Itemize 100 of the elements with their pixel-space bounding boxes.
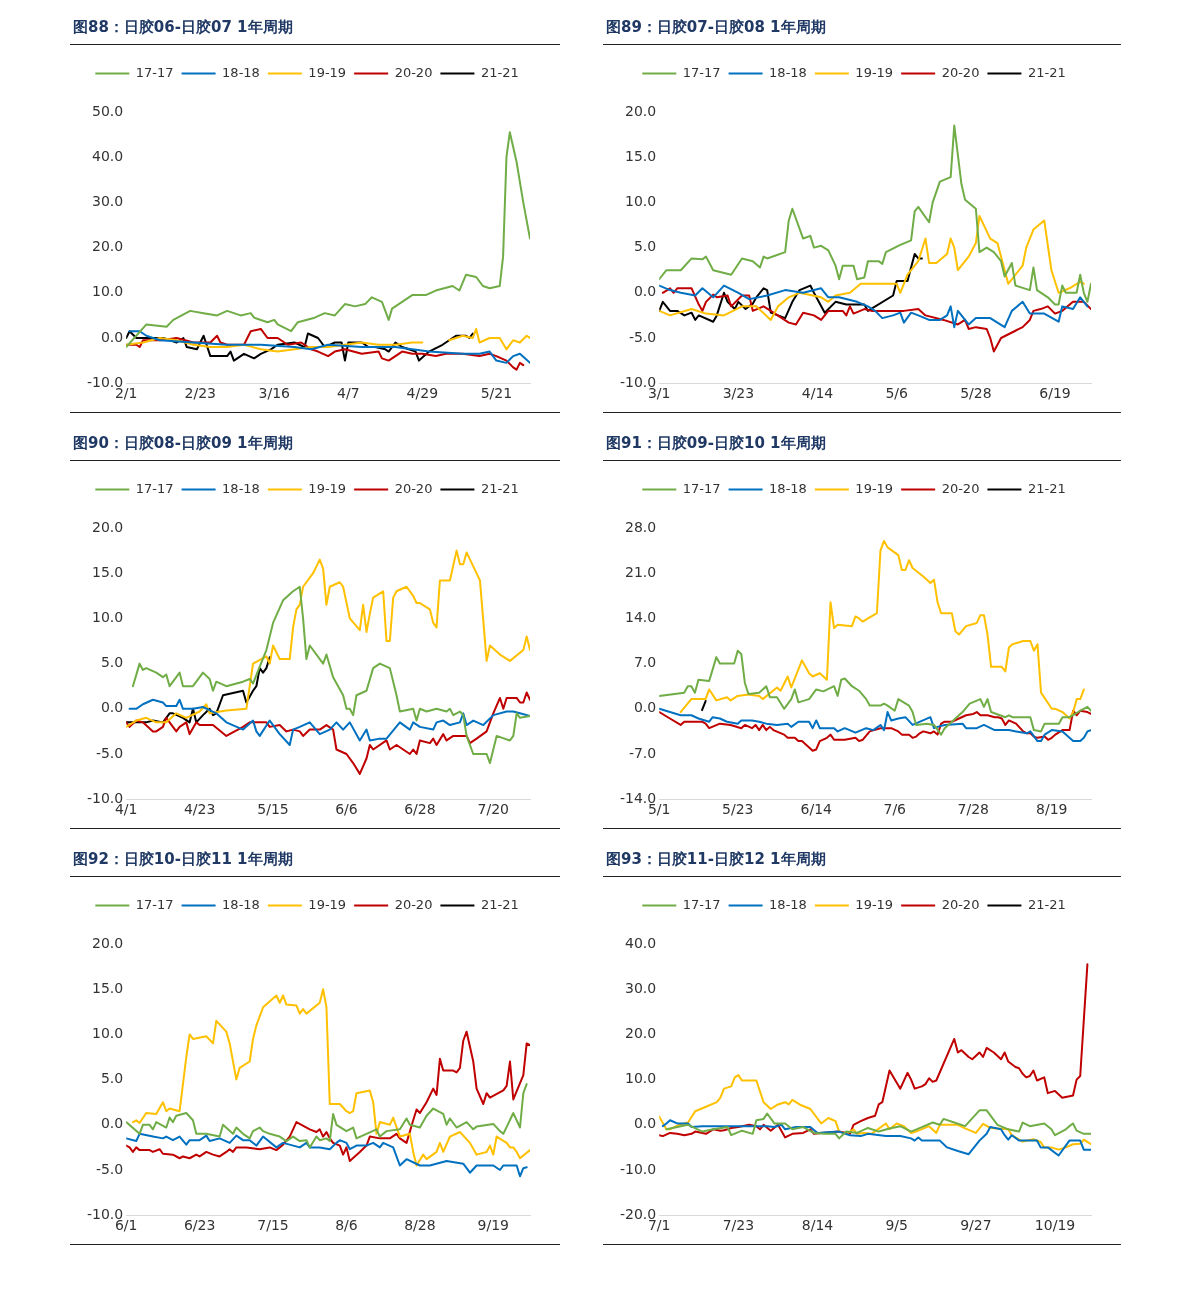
x-tick-label: 7/28 — [957, 801, 989, 818]
y-tick-label: 0.0 — [633, 699, 657, 716]
x-tick-label: 9/19 — [477, 1217, 510, 1234]
legend-label: 18-18 — [769, 896, 807, 912]
legend-label: 20-20 — [941, 480, 980, 496]
legend-label: 17-17 — [682, 64, 721, 80]
y-tick-label: 5.0 — [100, 654, 124, 671]
y-tick-label: 15.0 — [92, 563, 124, 580]
legend-label: 21-21 — [480, 64, 519, 80]
chart-title: 图93：日胶11-日胶12 1年周期 — [603, 833, 1121, 877]
chart-title: 图90：日胶08-日胶09 1年周期 — [70, 417, 560, 461]
y-tick-label: 40.0 — [92, 147, 124, 164]
x-tick-label: 5/6 — [885, 385, 909, 402]
x-tick-label: 6/6 — [335, 801, 358, 818]
y-tick-label: 15.0 — [92, 979, 124, 996]
legend-label: 19-19 — [308, 480, 347, 496]
legend-label: 21-21 — [480, 480, 519, 496]
y-tick-label: 0.0 — [100, 328, 124, 345]
x-tick-label: 6/28 — [404, 801, 436, 818]
legend-label: 17-17 — [135, 480, 174, 496]
y-tick-label: 50.0 — [92, 102, 124, 119]
legend-label: 19-19 — [308, 896, 347, 912]
y-tick-label: 40.0 — [625, 934, 657, 951]
chart-title: 图91：日胶09-日胶10 1年周期 — [603, 417, 1121, 461]
y-tick-label: 30.0 — [625, 979, 657, 996]
x-tick-label: 8/28 — [404, 1217, 436, 1234]
legend-label: 18-18 — [222, 480, 260, 496]
y-tick-label: -5.0 — [95, 744, 124, 761]
y-tick-label: 30.0 — [92, 193, 124, 210]
x-tick-label: 3/16 — [258, 385, 291, 402]
x-tick-label: 2/23 — [184, 385, 216, 402]
x-tick-label: 7/23 — [722, 1217, 755, 1234]
legend-label: 19-19 — [308, 64, 347, 80]
y-tick-label: -5.0 — [628, 328, 657, 345]
x-tick-label: 6/23 — [183, 1217, 216, 1234]
legend-label: 19-19 — [855, 64, 894, 80]
legend-label: 17-17 — [682, 896, 721, 912]
legend-label: 20-20 — [941, 64, 980, 80]
legend-label: 17-17 — [135, 64, 174, 80]
x-tick-label: 7/20 — [477, 801, 510, 818]
x-tick-label: 4/7 — [337, 385, 360, 402]
x-tick-label: 9/5 — [885, 1217, 908, 1234]
chart-title: 图88：日胶06-日胶07 1年周期 — [70, 1, 560, 45]
legend-label: 18-18 — [222, 64, 260, 80]
legend-label: 21-21 — [1027, 480, 1066, 496]
y-tick-label: 0.0 — [100, 699, 124, 716]
chart-title: 图89：日胶07-日胶08 1年周期 — [603, 1, 1121, 45]
x-tick-label: 5/23 — [722, 801, 754, 818]
y-tick-label: 10.0 — [92, 609, 124, 626]
legend-label: 17-17 — [682, 480, 721, 496]
legend-label: 20-20 — [394, 480, 433, 496]
y-tick-label: 10.0 — [92, 1025, 124, 1042]
y-tick-label: 28.0 — [625, 518, 657, 535]
y-tick-label: 10.0 — [92, 283, 124, 300]
y-tick-label: 0.0 — [633, 1115, 657, 1132]
y-tick-label: -5.0 — [95, 1160, 124, 1177]
legend-label: 21-21 — [480, 896, 519, 912]
y-tick-label: 0.0 — [100, 1115, 124, 1132]
y-tick-label: 5.0 — [633, 238, 657, 255]
x-tick-label: 5/21 — [480, 385, 513, 402]
y-tick-label: 14.0 — [625, 609, 657, 626]
x-tick-label: 4/29 — [406, 385, 439, 402]
y-tick-label: 5.0 — [100, 1070, 124, 1087]
y-tick-label: 21.0 — [625, 563, 657, 580]
y-tick-label: 20.0 — [625, 102, 657, 119]
legend-label: 20-20 — [394, 64, 433, 80]
y-tick-label: -7.0 — [628, 744, 657, 761]
y-tick-label: 20.0 — [92, 238, 124, 255]
y-tick-label: 7.0 — [633, 654, 657, 671]
legend-label: 20-20 — [941, 896, 980, 912]
x-tick-label: 8/19 — [1036, 801, 1068, 818]
x-tick-label: 4/23 — [183, 801, 216, 818]
legend-label: 18-18 — [222, 896, 260, 912]
y-tick-label: 20.0 — [92, 518, 124, 535]
x-tick-label: 5/15 — [257, 801, 289, 818]
legend-label: 18-18 — [769, 480, 807, 496]
y-tick-label: -10.0 — [619, 1160, 657, 1177]
legend-label: 19-19 — [855, 480, 894, 496]
chart-title: 图92：日胶10-日胶11 1年周期 — [70, 833, 560, 877]
x-tick-label: 8/14 — [801, 1217, 834, 1234]
legend-label: 21-21 — [1027, 896, 1066, 912]
legend-label: 20-20 — [394, 896, 433, 912]
x-tick-label: 9/27 — [960, 1217, 992, 1234]
legend-label: 18-18 — [769, 64, 807, 80]
x-tick-label: 8/6 — [335, 1217, 358, 1234]
x-tick-label: 5/28 — [960, 385, 992, 402]
x-tick-label: 4/14 — [801, 385, 834, 402]
y-tick-label: 0.0 — [633, 283, 657, 300]
x-tick-label: 10/19 — [1034, 1217, 1076, 1234]
legend-label: 21-21 — [1027, 64, 1066, 80]
x-tick-label: 7/6 — [883, 801, 907, 818]
x-tick-label: 6/19 — [1039, 385, 1071, 402]
x-tick-label: 7/15 — [257, 1217, 289, 1234]
y-tick-label: 15.0 — [625, 147, 657, 164]
y-tick-label: 20.0 — [92, 934, 124, 951]
y-tick-label: 10.0 — [625, 193, 657, 210]
legend-label: 19-19 — [855, 896, 894, 912]
legend-label: 17-17 — [135, 896, 174, 912]
y-tick-label: 10.0 — [625, 1070, 657, 1087]
x-tick-label: 6/14 — [800, 801, 833, 818]
